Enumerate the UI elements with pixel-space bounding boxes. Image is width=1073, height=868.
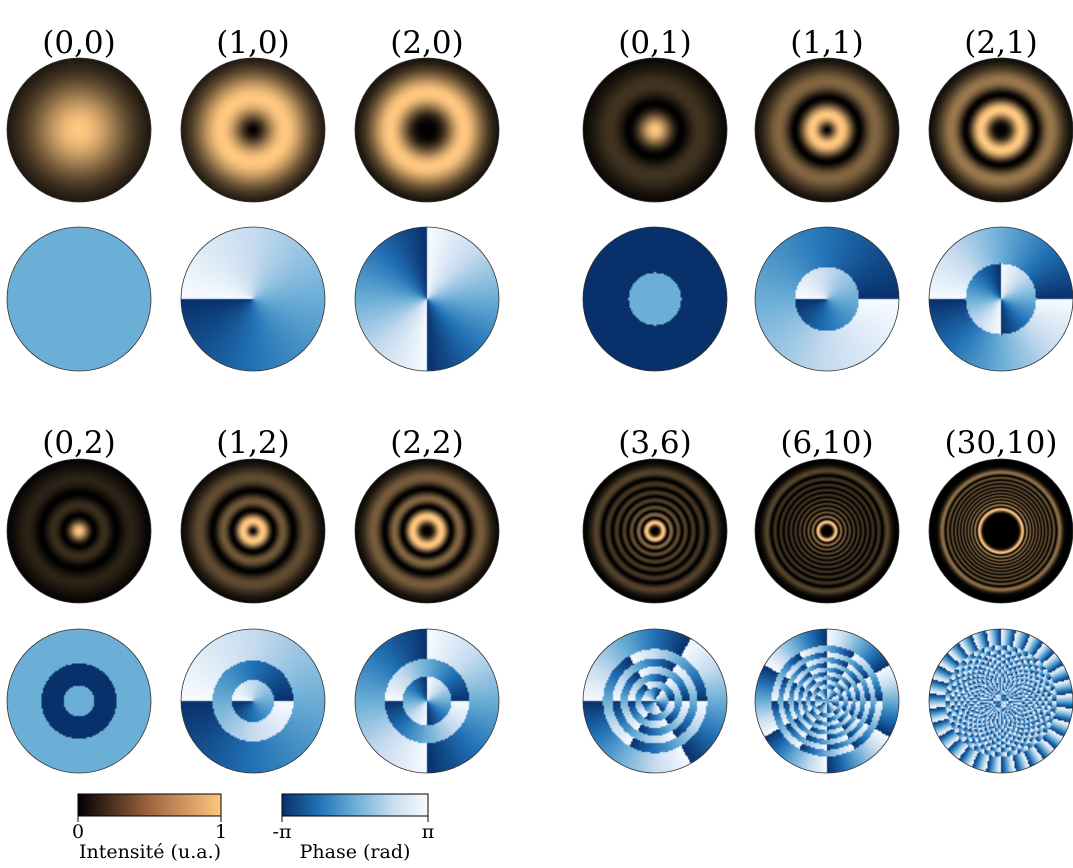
mode-title-2-0: (2,0): [390, 25, 464, 61]
mode-title-0-1: (0,1): [618, 25, 692, 61]
intensity-max-tick: 1: [215, 821, 227, 843]
mode-title-1-1: (1,1): [790, 25, 864, 61]
phase-map-2-1: [928, 226, 1073, 372]
intensity-colorbar-gradient: [77, 793, 222, 817]
intensity-map-30-10: [928, 458, 1073, 604]
phase-map-30-10: [928, 628, 1073, 774]
phase-max-tick: π: [422, 821, 435, 843]
phase-min-tick: -π: [273, 821, 292, 843]
intensity-colorbar-label: Intensité (u.a.): [79, 841, 221, 863]
intensity-map-1-2: [180, 458, 326, 604]
phase-colorbar-gradient: [281, 793, 429, 817]
mode-title-1-0: (1,0): [216, 25, 290, 61]
intensity-map-2-0: [354, 57, 500, 203]
intensity-map-0-0: [6, 57, 152, 203]
intensity-min-tick: 0: [72, 821, 84, 843]
phase-map-0-2: [6, 628, 152, 774]
intensity-map-2-1: [928, 57, 1073, 203]
phase-map-2-2: [354, 628, 500, 774]
mode-title-0-2: (0,2): [42, 425, 116, 461]
phase-map-2-0: [354, 226, 500, 372]
intensity-map-3-6: [582, 458, 728, 604]
phase-colorbar-label: Phase (rad): [300, 841, 411, 863]
mode-title-30-10: (30,10): [945, 425, 1058, 461]
mode-title-2-1: (2,1): [964, 25, 1038, 61]
phase-map-1-0: [180, 226, 326, 372]
intensity-map-6-10: [754, 458, 900, 604]
phase-map-3-6: [582, 628, 728, 774]
mode-title-2-2: (2,2): [390, 425, 464, 461]
phase-map-0-0: [6, 226, 152, 372]
phase-map-0-1: [582, 226, 728, 372]
mode-panels: (0,0) (1,0) (2,0) (0,1) (1,1) (2,1) (0,2) (1,2)…: [6, 25, 1073, 774]
intensity-map-1-0: [180, 57, 326, 203]
phase-map-6-10: [754, 628, 900, 774]
mode-title-0-0: (0,0): [42, 25, 116, 61]
intensity-map-2-2: [354, 458, 500, 604]
phase-map-1-1: [754, 226, 900, 372]
mode-title-1-2: (1,2): [216, 425, 290, 461]
mode-title-6-10: (6,10): [780, 425, 873, 461]
intensity-map-0-2: [6, 458, 152, 604]
mode-title-3-6: (3,6): [618, 425, 692, 461]
phase-colorbar: -π π Phase (rad): [273, 793, 435, 863]
intensity-map-0-1: [582, 57, 728, 203]
intensity-map-1-1: [754, 57, 900, 203]
intensity-colorbar: 0 1 Intensité (u.a.): [72, 793, 227, 863]
phase-map-1-2: [180, 628, 326, 774]
